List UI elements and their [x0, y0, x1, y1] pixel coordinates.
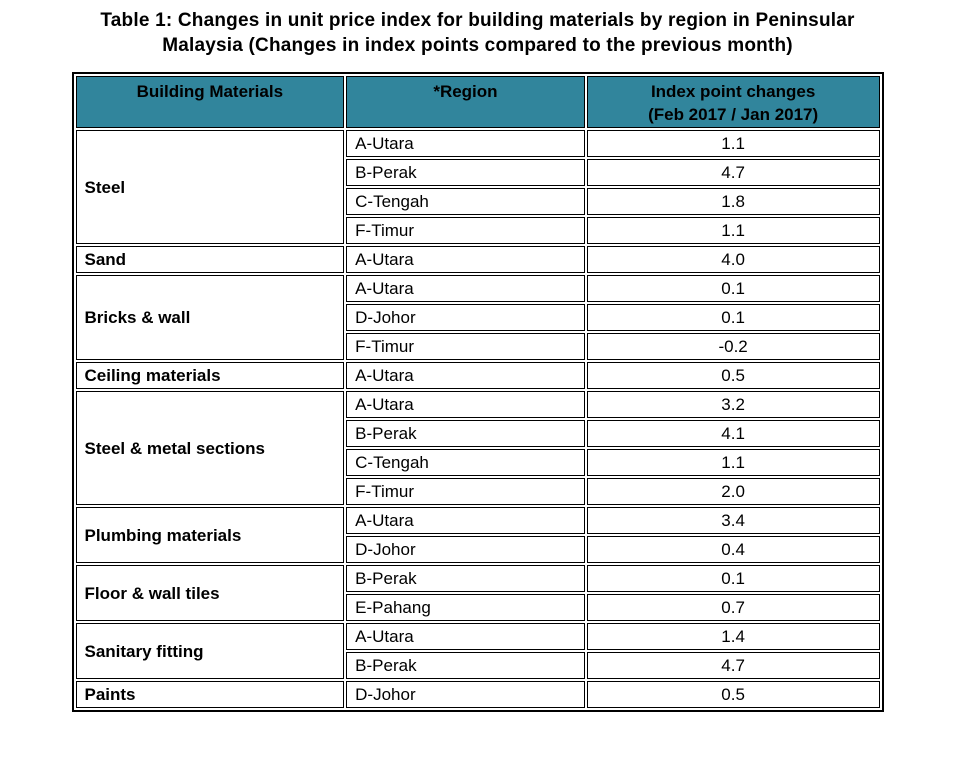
- table-row: Steel A-Utara 1.1: [75, 130, 880, 244]
- table-row: D-Johor 0.4: [76, 536, 880, 563]
- table-title: Table 1: Changes in unit price index for…: [8, 8, 947, 58]
- region-cell: A-Utara: [346, 275, 585, 302]
- material-cell: Steel & metal sections: [75, 391, 345, 505]
- table-row: C-Tengah 1.1: [76, 449, 880, 476]
- header-index-point-changes: Index point changes (Feb 2017 / Jan 2017…: [586, 76, 880, 128]
- table-row: B-Perak 4.7: [76, 159, 880, 186]
- index-value-cell: 4.0: [586, 246, 880, 273]
- table-row: D-Johor 0.1: [76, 304, 880, 331]
- table-row: Ceiling materials A-Utara 0.5: [75, 362, 880, 389]
- region-cell: F-Timur: [346, 333, 585, 360]
- index-value-cell: 1.8: [586, 188, 880, 215]
- region-cell: D-Johor: [346, 536, 585, 563]
- index-value-cell: 3.2: [586, 391, 880, 418]
- index-value-cell: 1.1: [586, 449, 880, 476]
- table-row: F-Timur -0.2: [76, 333, 880, 360]
- materials-table: Building Materials *Region Index point c…: [71, 72, 884, 712]
- index-value-cell: 2.0: [586, 478, 880, 505]
- table-row: Sand A-Utara 4.0: [75, 246, 880, 273]
- region-cell: E-Pahang: [346, 594, 585, 621]
- header-building-materials: Building Materials: [75, 76, 345, 128]
- material-cell: Bricks & wall: [75, 275, 345, 360]
- region-cell: C-Tengah: [346, 449, 585, 476]
- index-value-cell: 4.7: [586, 652, 880, 679]
- region-cell: C-Tengah: [346, 188, 585, 215]
- region-cell: F-Timur: [346, 217, 585, 244]
- index-value-cell: 4.7: [586, 159, 880, 186]
- index-value-cell: 4.1: [586, 420, 880, 447]
- table-row: Floor & wall tiles B-Perak 0.1: [75, 565, 880, 621]
- region-cell: B-Perak: [346, 159, 585, 186]
- region-cell: A-Utara: [346, 246, 585, 273]
- table-row: Sanitary fitting A-Utara 1.4: [75, 623, 880, 679]
- region-cell: A-Utara: [346, 507, 585, 534]
- table-title-line2: Malaysia (Changes in index points compar…: [162, 35, 793, 56]
- region-cell: B-Perak: [346, 652, 585, 679]
- table-row: B-Perak 4.1: [76, 420, 880, 447]
- material-cell: Steel: [75, 130, 345, 244]
- index-value-cell: 0.4: [586, 536, 880, 563]
- index-value-cell: 0.7: [586, 594, 880, 621]
- index-value-cell: 0.5: [586, 681, 880, 708]
- table-row: E-Pahang 0.7: [76, 594, 880, 621]
- index-value-cell: 1.1: [586, 217, 880, 244]
- table-title-line1: Table 1: Changes in unit price index for…: [100, 10, 855, 31]
- table-row: Steel & metal sections A-Utara 3.2: [75, 391, 880, 505]
- region-cell: B-Perak: [346, 420, 585, 447]
- header-region: *Region: [346, 76, 585, 128]
- index-value-cell: 3.4: [586, 507, 880, 534]
- index-value-cell: -0.2: [586, 333, 880, 360]
- region-cell: A-Utara: [346, 391, 585, 418]
- index-value-cell: 0.5: [586, 362, 880, 389]
- material-cell: Sanitary fitting: [75, 623, 345, 679]
- index-value-cell: 0.1: [586, 275, 880, 302]
- table-row: Bricks & wall A-Utara 0.1: [75, 275, 880, 360]
- region-cell: F-Timur: [346, 478, 585, 505]
- index-value-cell: 1.4: [586, 623, 880, 650]
- material-cell: Ceiling materials: [75, 362, 345, 389]
- table-row: F-Timur 2.0: [76, 478, 880, 505]
- material-cell: Sand: [75, 246, 345, 273]
- index-value-cell: 0.1: [586, 565, 880, 592]
- table-row: C-Tengah 1.8: [76, 188, 880, 215]
- table-row: B-Perak 4.7: [76, 652, 880, 679]
- header-index-line1: Index point changes: [650, 82, 816, 101]
- region-cell: D-Johor: [346, 304, 585, 331]
- index-value-cell: 0.1: [586, 304, 880, 331]
- index-value-cell: 1.1: [586, 130, 880, 157]
- header-index-line2: (Feb 2017 / Jan 2017): [648, 105, 819, 124]
- material-cell: Plumbing materials: [75, 507, 345, 563]
- header-row: Building Materials *Region Index point c…: [75, 76, 880, 128]
- material-cell: Paints: [75, 681, 345, 708]
- table-row: Plumbing materials A-Utara 3.4: [75, 507, 880, 563]
- table-row: Paints D-Johor 0.5: [75, 681, 880, 708]
- region-cell: D-Johor: [346, 681, 585, 708]
- region-cell: A-Utara: [346, 362, 585, 389]
- region-cell: A-Utara: [346, 623, 585, 650]
- region-cell: B-Perak: [346, 565, 585, 592]
- region-cell: A-Utara: [346, 130, 585, 157]
- table-row: F-Timur 1.1: [76, 217, 880, 244]
- material-cell: Floor & wall tiles: [75, 565, 345, 621]
